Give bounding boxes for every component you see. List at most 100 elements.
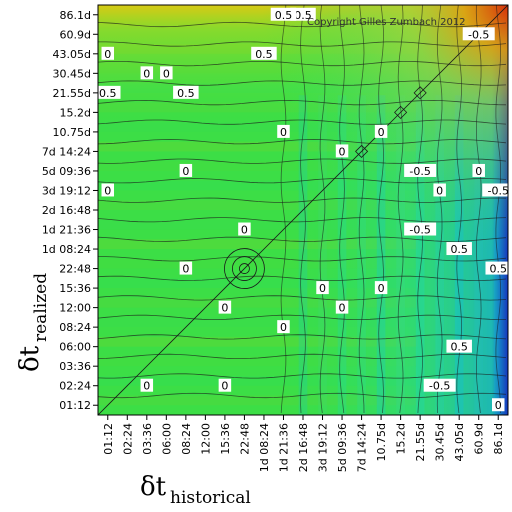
contour-label: 0 — [221, 380, 228, 393]
contour-label-bg — [218, 300, 232, 314]
contour-path — [300, 5, 306, 414]
contour-label-bg — [485, 261, 508, 275]
contour-path — [475, 5, 482, 414]
contour-label: 0 — [495, 399, 502, 412]
contour-label: 0 — [143, 67, 150, 80]
x-tick-label: 30.45d — [434, 423, 447, 461]
x-tick-label: 15:36 — [219, 423, 232, 455]
contour-label-bg — [374, 124, 388, 138]
contour-label-bg — [374, 281, 388, 295]
contour-label-bg — [404, 222, 437, 236]
contour-label: 0 — [182, 165, 189, 178]
contour-label-bg — [101, 46, 115, 60]
contour-path — [98, 217, 507, 223]
y-tick-label: 43.05d — [53, 48, 91, 61]
contour-label-bg — [491, 398, 505, 412]
contour-label: 0 — [280, 321, 287, 334]
x-tick-label: 60.9d — [473, 423, 486, 454]
y-tick-label: 15:36 — [59, 282, 91, 295]
contour-label: 0.5 — [275, 9, 293, 22]
y-tick-label: 15.2d — [60, 106, 91, 119]
contour-label-bg — [335, 300, 349, 314]
contour-label: 0 — [436, 184, 443, 197]
contour-label-bg — [179, 261, 193, 275]
contour-path — [98, 353, 507, 359]
contour-label-bg — [179, 163, 193, 177]
contour-label-bg — [238, 222, 251, 236]
y-tick-label: 1d 08:24 — [42, 243, 91, 256]
contour-label: 0 — [163, 67, 170, 80]
contour-label-bg — [423, 378, 456, 392]
contour-label: -0.5 — [409, 165, 430, 178]
contour-label: 0 — [221, 302, 228, 315]
contour-path — [98, 314, 507, 321]
y-tick-label: 10.75d — [53, 126, 91, 139]
contour-label: 0 — [182, 263, 189, 276]
contour-path — [98, 99, 507, 106]
y-tick-label: 08:24 — [59, 321, 91, 334]
svg-text:historical: historical — [170, 488, 251, 508]
x-tick-label: 06:00 — [160, 423, 173, 455]
contour-diamond — [394, 105, 408, 119]
contour-path — [339, 5, 345, 414]
x-tick-label: 1d 08:24 — [258, 423, 271, 472]
y-tick-label: 7d 14:24 — [42, 145, 91, 158]
svg-text:realized: realized — [31, 273, 51, 342]
contour-path — [98, 197, 507, 203]
contour-label-bg — [316, 281, 329, 295]
contour-label: 0.5 — [450, 243, 468, 256]
svg-text:δt: δt — [140, 472, 167, 502]
y-tick-label: 22:48 — [59, 263, 91, 276]
x-tick-label: 10.75d — [375, 423, 388, 461]
contour-label: 0.5 — [255, 48, 273, 61]
y-tick-label: 60.9d — [60, 28, 91, 41]
contour-label-bg — [433, 183, 446, 197]
contour-label-bg — [101, 183, 115, 197]
x-tick-label: 1d 21:36 — [277, 423, 290, 472]
contour-label: 0.5 — [177, 87, 195, 100]
x-tick-label: 02:24 — [121, 423, 134, 455]
contour-label: 0 — [241, 224, 248, 237]
contour-diamond — [355, 144, 369, 158]
x-tick-label: 22:48 — [238, 423, 251, 455]
contour-label: -0.5 — [468, 28, 489, 41]
contour-label-bg — [335, 144, 349, 158]
contour-ring — [224, 248, 265, 289]
x-tick-label: 3d 19:12 — [317, 423, 330, 472]
contour-label-bg — [98, 85, 121, 99]
contour-ring — [239, 263, 250, 274]
x-tick-label: 86.1d — [492, 423, 505, 454]
contour-label-bg — [173, 85, 199, 99]
contour-label-bg — [290, 7, 316, 21]
contour-label-bg — [482, 183, 508, 197]
x-tick-label: 15.2d — [395, 423, 408, 454]
contour-label-bg — [277, 320, 290, 334]
contour-path — [397, 5, 404, 414]
contour-label-bg — [472, 163, 485, 177]
contour-path — [98, 158, 507, 164]
contour-label: 0 — [339, 145, 346, 158]
y-tick-label: 12:00 — [59, 302, 91, 315]
contour-label-bg — [218, 378, 232, 392]
contour-label: 0 — [143, 380, 150, 393]
contour-path — [98, 334, 507, 340]
contour-path — [98, 373, 507, 379]
contour-label: 0.5 — [489, 263, 507, 276]
copyright-notice: Copyright Gilles Zumbach 2012 — [307, 17, 466, 28]
x-tick-label: 03:36 — [141, 423, 154, 455]
contour-path — [495, 5, 502, 414]
contour-label-bg — [446, 339, 472, 353]
contour-path — [319, 5, 326, 414]
x-tick-label: 21.55d — [414, 423, 427, 461]
y-tick-label: 06:00 — [59, 341, 91, 354]
contour-label-bg — [462, 27, 495, 41]
contour-label: 0.5 — [450, 341, 468, 354]
contour-label-bg — [277, 124, 290, 138]
contour-label: 0 — [280, 126, 287, 139]
y-tick-label: 30.45d — [53, 67, 91, 80]
y-axis-ticks: 01:12 02:24 03:36 06:00 08:24 12:00 15:36 22:48… — [42, 9, 98, 412]
contour-diamond — [413, 86, 427, 100]
contour-label-bg — [160, 66, 173, 80]
